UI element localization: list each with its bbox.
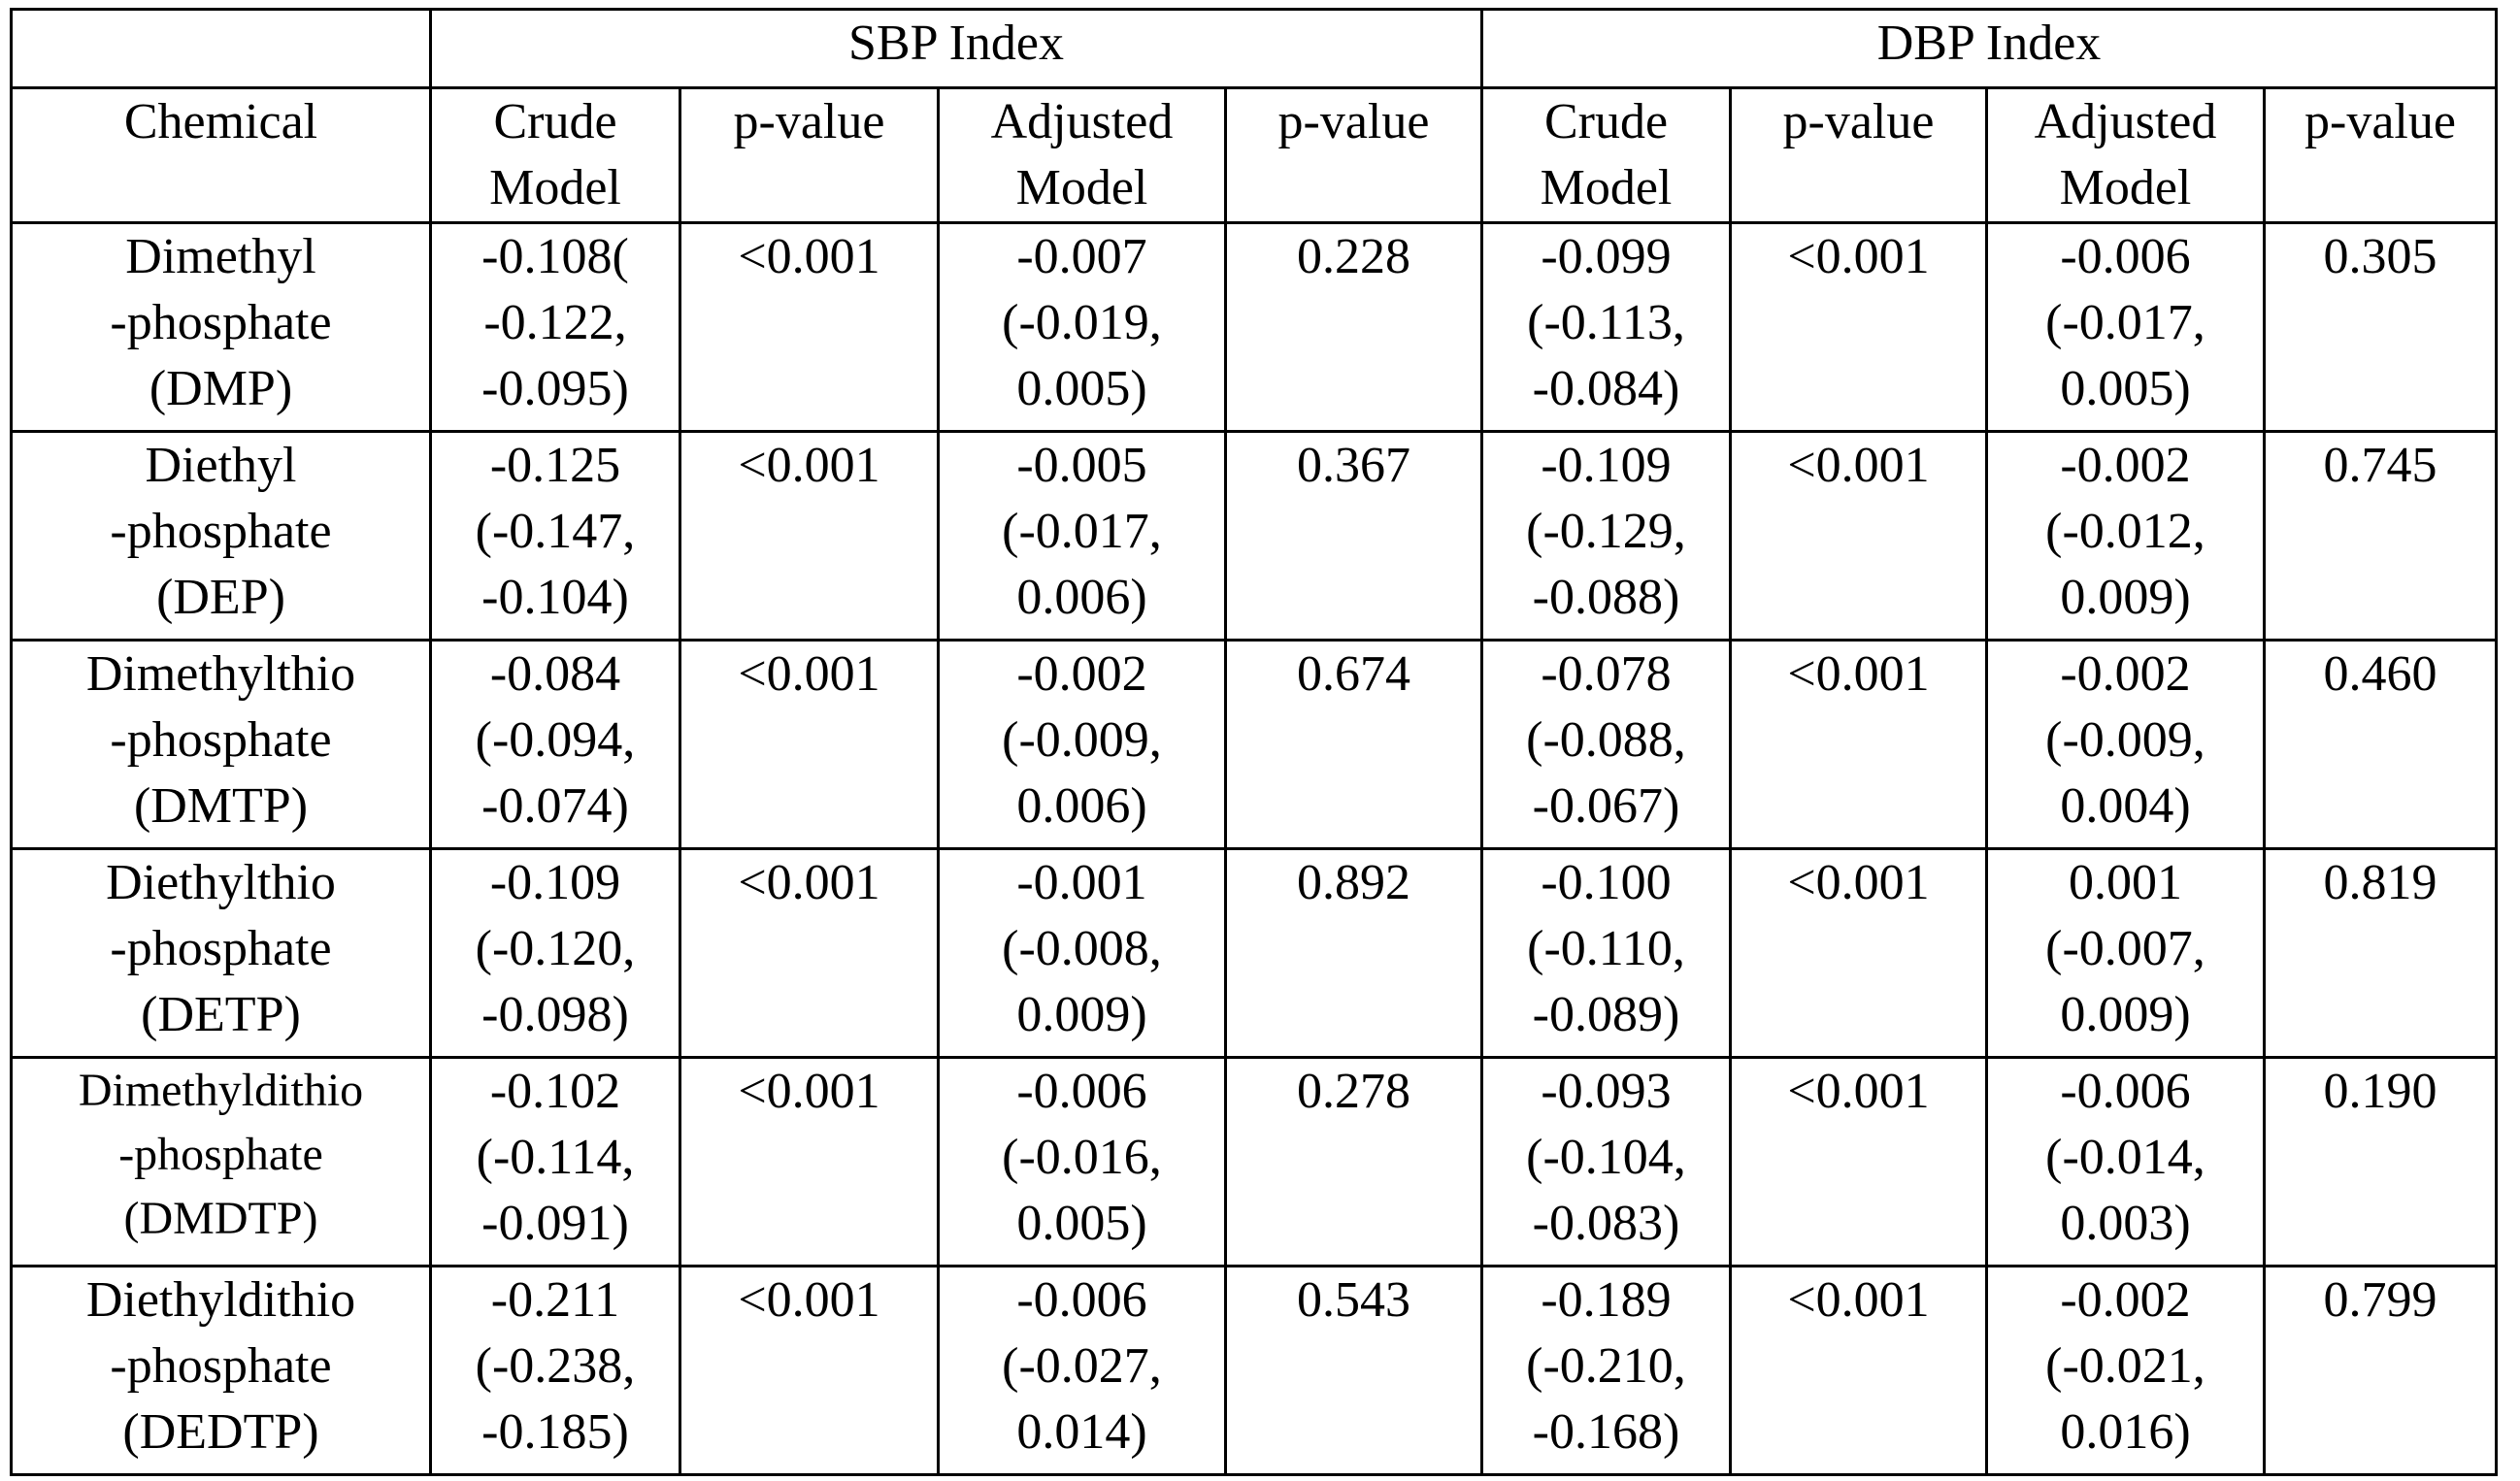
chemical-name-cell: Diethyl -phosphate (DEP) [10, 430, 432, 642]
sbp-crude-cell: -0.109 (-0.120, -0.098) [429, 847, 681, 1059]
dbp-crude-cell: -0.093 (-0.104, -0.083) [1480, 1056, 1732, 1267]
sbp-adjusted-cell: -0.005 (-0.017, 0.006) [937, 430, 1227, 642]
group-header-row: SBP Index DBP Index [10, 8, 2498, 89]
dbp-crude-pvalue-cell: <0.001 [1729, 847, 1988, 1059]
dbp-crude-pvalue-cell: <0.001 [1729, 221, 1988, 433]
dbp-crude-pvalue-cell: <0.001 [1729, 639, 1988, 850]
sbp-adjusted-cell: -0.006 (-0.027, 0.014) [937, 1265, 1227, 1476]
dbp-adjusted-cell: -0.006 (-0.014, 0.003) [1985, 1056, 2266, 1267]
sbp-adjusted-pvalue-cell: 0.367 [1224, 430, 1483, 642]
dbp-adjusted-cell: -0.002 (-0.012, 0.009) [1985, 430, 2266, 642]
dbp-group-header: DBP Index [1480, 8, 2498, 89]
chemical-name-cell: Diethyldithio -phosphate (DEDTP) [10, 1265, 432, 1476]
chemical-name-cell: Dimethyl -phosphate (DMP) [10, 221, 432, 433]
dbp-crude-cell: -0.189 (-0.210, -0.168) [1480, 1265, 1732, 1476]
dbp-crude-cell: -0.078 (-0.088, -0.067) [1480, 639, 1732, 850]
chemical-name-cell: Dimethylthio -phosphate (DMTP) [10, 639, 432, 850]
sbp-adjusted-pvalue-cell: 0.228 [1224, 221, 1483, 433]
sbp-crude-pvalue-cell: <0.001 [679, 847, 940, 1059]
dbp-adjusted-pvalue-header: p-value [2263, 86, 2498, 224]
sbp-crude-cell: -0.211 (-0.238, -0.185) [429, 1265, 681, 1476]
chemical-column-header: Chemical [10, 86, 432, 224]
sbp-crude-cell: -0.102 (-0.114, -0.091) [429, 1056, 681, 1267]
column-header-row: Chemical Crude Model p-value Adjusted Mo… [10, 86, 2498, 224]
dbp-crude-cell: -0.100 (-0.110, -0.089) [1480, 847, 1732, 1059]
dbp-adjusted-cell: -0.002 (-0.021, 0.016) [1985, 1265, 2266, 1476]
dbp-crude-pvalue-cell: <0.001 [1729, 1265, 1988, 1476]
dbp-adjusted-cell: -0.006 (-0.017, 0.005) [1985, 221, 2266, 433]
dbp-adjusted-pvalue-cell: 0.305 [2263, 221, 2498, 433]
sbp-crude-cell: -0.084 (-0.094, -0.074) [429, 639, 681, 850]
chemical-name-cell: Dimethyldithio -phosphate (DMDTP) [10, 1056, 432, 1267]
sbp-adjusted-pvalue-cell: 0.674 [1224, 639, 1483, 850]
corner-cell [10, 8, 432, 89]
dbp-crude-header: Crude Model [1480, 86, 1732, 224]
sbp-crude-cell: -0.108( -0.122, -0.095) [429, 221, 681, 433]
sbp-adjusted-pvalue-cell: 0.543 [1224, 1265, 1483, 1476]
table-row: Diethyldithio -phosphate (DEDTP) -0.211 … [10, 1265, 2498, 1476]
sbp-adjusted-cell: -0.006 (-0.016, 0.005) [937, 1056, 1227, 1267]
dbp-crude-pvalue-cell: <0.001 [1729, 1056, 1988, 1267]
sbp-adjusted-pvalue-header: p-value [1224, 86, 1483, 224]
dbp-adjusted-cell: 0.001 (-0.007, 0.009) [1985, 847, 2266, 1059]
sbp-crude-pvalue-cell: <0.001 [679, 639, 940, 850]
dbp-adjusted-pvalue-cell: 0.819 [2263, 847, 2498, 1059]
sbp-adjusted-cell: -0.002 (-0.009, 0.006) [937, 639, 1227, 850]
dbp-adjusted-pvalue-cell: 0.460 [2263, 639, 2498, 850]
sbp-crude-header: Crude Model [429, 86, 681, 224]
dbp-adjusted-pvalue-cell: 0.745 [2263, 430, 2498, 642]
dbp-crude-cell: -0.099 (-0.113, -0.084) [1480, 221, 1732, 433]
results-table: SBP Index DBP Index Chemical Crude Model… [10, 8, 2498, 1476]
table-row: Diethylthio -phosphate (DETP) -0.109 (-0… [10, 847, 2498, 1059]
dbp-adjusted-cell: -0.002 (-0.009, 0.004) [1985, 639, 2266, 850]
sbp-crude-pvalue-cell: <0.001 [679, 221, 940, 433]
dbp-crude-cell: -0.109 (-0.129, -0.088) [1480, 430, 1732, 642]
table-row: Diethyl -phosphate (DEP) -0.125 (-0.147,… [10, 430, 2498, 642]
table-row: Dimethylthio -phosphate (DMTP) -0.084 (-… [10, 639, 2498, 850]
dbp-adjusted-pvalue-cell: 0.799 [2263, 1265, 2498, 1476]
sbp-adjusted-cell: -0.007 (-0.019, 0.005) [937, 221, 1227, 433]
sbp-crude-pvalue-cell: <0.001 [679, 1265, 940, 1476]
table-row: Dimethyldithio -phosphate (DMDTP) -0.102… [10, 1056, 2498, 1267]
dbp-adjusted-pvalue-cell: 0.190 [2263, 1056, 2498, 1267]
dbp-crude-pvalue-cell: <0.001 [1729, 430, 1988, 642]
sbp-crude-cell: -0.125 (-0.147, -0.104) [429, 430, 681, 642]
sbp-crude-pvalue-cell: <0.001 [679, 430, 940, 642]
dbp-adjusted-header: Adjusted Model [1985, 86, 2266, 224]
sbp-crude-pvalue-cell: <0.001 [679, 1056, 940, 1267]
sbp-adjusted-pvalue-cell: 0.278 [1224, 1056, 1483, 1267]
chemical-name-cell: Diethylthio -phosphate (DETP) [10, 847, 432, 1059]
sbp-adjusted-cell: -0.001 (-0.008, 0.009) [937, 847, 1227, 1059]
table-row: Dimethyl -phosphate (DMP) -0.108( -0.122… [10, 221, 2498, 433]
dbp-crude-pvalue-header: p-value [1729, 86, 1988, 224]
sbp-adjusted-pvalue-cell: 0.892 [1224, 847, 1483, 1059]
sbp-group-header: SBP Index [429, 8, 1483, 89]
sbp-crude-pvalue-header: p-value [679, 86, 940, 224]
sbp-adjusted-header: Adjusted Model [937, 86, 1227, 224]
